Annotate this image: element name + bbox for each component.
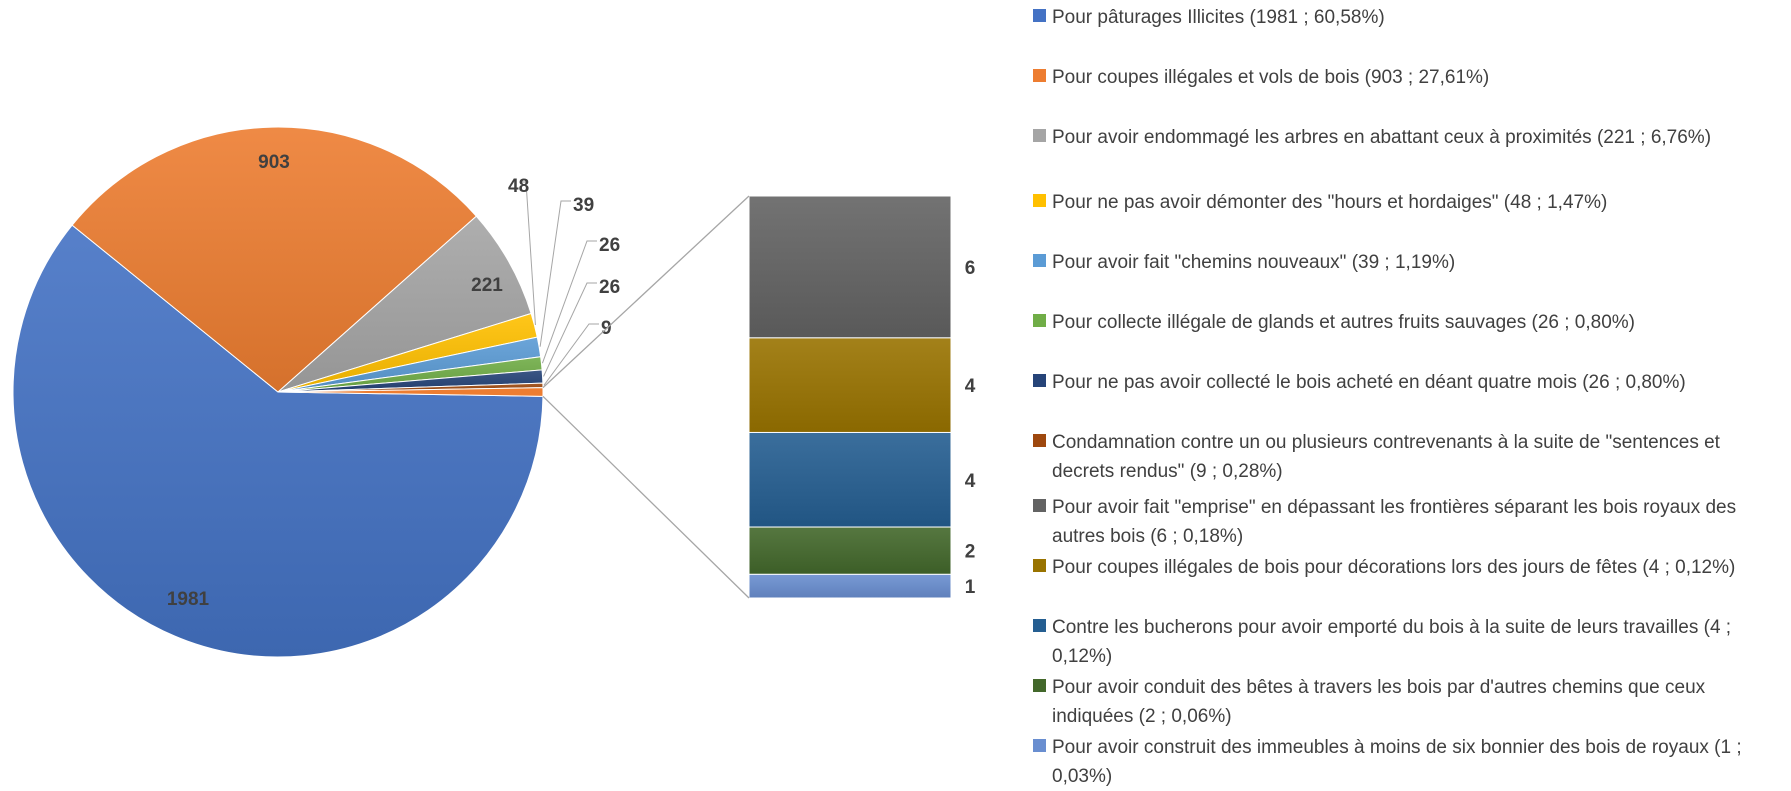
legend-item: Contre les bucherons pour avoir emporté …	[1033, 613, 1783, 671]
pie-slice-0	[12, 224, 544, 658]
legend-item: Pour avoir construit des immeubles à moi…	[1033, 733, 1783, 791]
legend-label: Pour avoir construit des immeubles à moi…	[1052, 737, 1742, 787]
leader-line-3	[522, 181, 536, 326]
bar-data-label-10: 4	[965, 471, 976, 492]
legend-swatch	[1033, 499, 1046, 512]
legend-item: Pour avoir fait "chemins nouveaux" (39 ;…	[1033, 248, 1783, 277]
pie-data-label-4: 39	[573, 195, 594, 216]
legend-swatch	[1033, 194, 1046, 207]
bar-data-label-9: 4	[965, 376, 976, 397]
legend-label: Pour avoir endommagé les arbres en abatt…	[1052, 127, 1712, 148]
leader-line-5	[541, 240, 597, 364]
pie-slice-1	[71, 126, 477, 393]
pie-slice-2	[277, 215, 532, 393]
leader-line-6	[543, 282, 597, 377]
legend-swatch	[1033, 314, 1046, 327]
legend-swatch	[1033, 679, 1046, 692]
legend-label: Pour coupes illégales de bois pour décor…	[1052, 557, 1736, 578]
legend-label: Condamnation contre un ou plusieurs cont…	[1052, 432, 1720, 482]
legend-label: Pour ne pas avoir collecté le bois achet…	[1052, 372, 1686, 393]
pie-slice-other	[277, 387, 544, 397]
bar-segment-11	[748, 526, 952, 575]
legend-swatch	[1033, 374, 1046, 387]
legend-item: Pour ne pas avoir démonter des "hours et…	[1033, 188, 1783, 217]
legend-item: Pour collecte illégale de glands et autr…	[1033, 308, 1783, 337]
connector-line-bottom	[542, 395, 750, 599]
legend-label: Pour coupes illégales et vols de bois (9…	[1052, 67, 1490, 88]
legend-item: Pour ne pas avoir collecté le bois achet…	[1033, 368, 1783, 397]
leader-line-4	[539, 200, 571, 347]
pie-data-label-0: 1981	[167, 589, 210, 610]
legend-item: Pour avoir fait "emprise" en dépassant l…	[1033, 493, 1783, 551]
connector-line-top	[542, 195, 750, 389]
bar-segment-10	[748, 431, 952, 528]
legend-label: Pour ne pas avoir démonter des "hours et…	[1052, 192, 1608, 213]
legend-swatch	[1033, 739, 1046, 752]
bar-segment-12	[748, 573, 952, 599]
legend-swatch	[1033, 434, 1046, 447]
legend-label: Pour avoir fait "chemins nouveaux" (39 ;…	[1052, 252, 1456, 273]
bar-segment-8	[748, 195, 952, 339]
legend-item: Pour pâturages Illicites (1981 ; 60,58%)	[1033, 3, 1783, 32]
bar-data-label-11: 2	[965, 542, 976, 563]
bar-data-label-8: 6	[965, 258, 976, 279]
legend-item: Pour avoir conduit des bêtes à travers l…	[1033, 673, 1783, 731]
legend-label: Pour avoir fait "emprise" en dépassant l…	[1052, 497, 1737, 547]
legend-swatch	[1033, 69, 1046, 82]
legend-swatch	[1033, 9, 1046, 22]
leader-line-7	[543, 323, 599, 386]
legend-swatch	[1033, 619, 1046, 632]
legend-item: Pour coupes illégales de bois pour décor…	[1033, 553, 1783, 582]
legend-label: Pour pâturages Illicites (1981 ; 60,58%)	[1052, 7, 1385, 28]
legend-swatch	[1033, 129, 1046, 142]
legend-item: Condamnation contre un ou plusieurs cont…	[1033, 428, 1783, 486]
legend-swatch	[1033, 254, 1046, 267]
pie-data-label-3: 48	[508, 176, 529, 197]
pie-data-label-6: 26	[599, 277, 620, 298]
legend-swatch	[1033, 559, 1046, 572]
legend-label: Contre les bucherons pour avoir emporté …	[1052, 617, 1732, 667]
pie-data-label-1: 903	[258, 152, 290, 173]
bar-segment-9	[748, 337, 952, 433]
legend-item: Pour coupes illégales et vols de bois (9…	[1033, 63, 1783, 92]
pie-data-label-2: 221	[471, 275, 503, 296]
legend-item: Pour avoir endommagé les arbres en abatt…	[1033, 123, 1783, 152]
legend-label: Pour collecte illégale de glands et autr…	[1052, 312, 1635, 333]
pie-data-label-5: 26	[599, 235, 620, 256]
chart-plot-area: 198190322148392626964421	[12, 126, 976, 658]
legend-label: Pour avoir conduit des bêtes à travers l…	[1052, 677, 1706, 727]
bar-data-label-12: 1	[965, 577, 976, 598]
